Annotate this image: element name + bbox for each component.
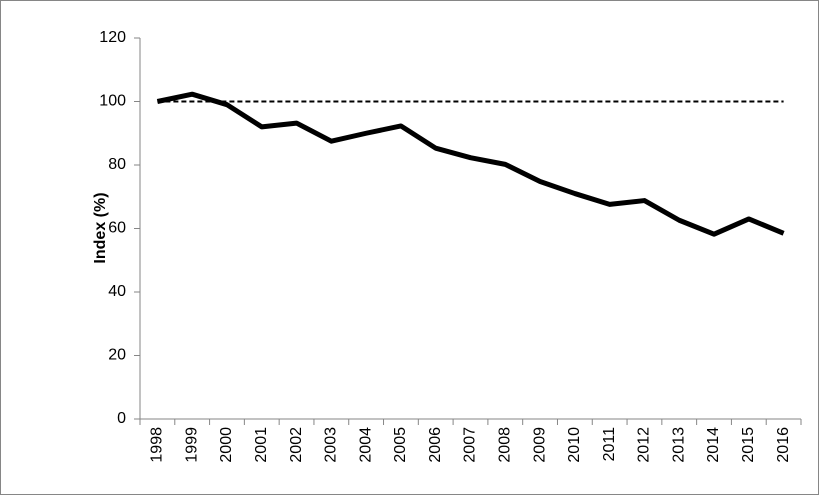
x-tick-label: 2008 <box>497 427 514 463</box>
x-tick-label: 2007 <box>462 427 479 463</box>
x-tick-label: 2002 <box>288 427 305 463</box>
x-tick-label: 2003 <box>323 427 340 463</box>
x-tick-label: 2013 <box>670 427 687 463</box>
y-tick-label: 40 <box>108 283 126 300</box>
x-tick-label: 2016 <box>775 427 792 463</box>
y-axis-title: Index (%) <box>92 192 109 263</box>
x-tick-label: 2014 <box>705 427 722 463</box>
x-tick-label: 2000 <box>218 427 235 463</box>
x-tick-label: 2006 <box>427 427 444 463</box>
x-tick-label: 2011 <box>601 427 618 462</box>
x-tick-label: 2010 <box>566 427 583 463</box>
x-tick-label: 2004 <box>357 427 374 463</box>
x-tick-label: 1999 <box>183 427 200 463</box>
y-tick-label: 0 <box>117 410 126 427</box>
x-tick-label: 2012 <box>636 427 653 463</box>
x-tick-label: 2015 <box>740 427 757 463</box>
data-line <box>156 91 785 237</box>
y-tick-label: 20 <box>108 347 126 364</box>
x-tick-label: 1998 <box>149 427 166 463</box>
x-tick-label: 2009 <box>531 427 548 463</box>
y-tick-label: 120 <box>99 29 126 46</box>
y-tick-label: 100 <box>99 93 126 110</box>
y-tick-label: 60 <box>108 220 126 237</box>
x-tick-label: 2001 <box>253 427 270 463</box>
y-tick-label: 80 <box>108 156 126 173</box>
x-tick-label: 2005 <box>392 427 409 463</box>
